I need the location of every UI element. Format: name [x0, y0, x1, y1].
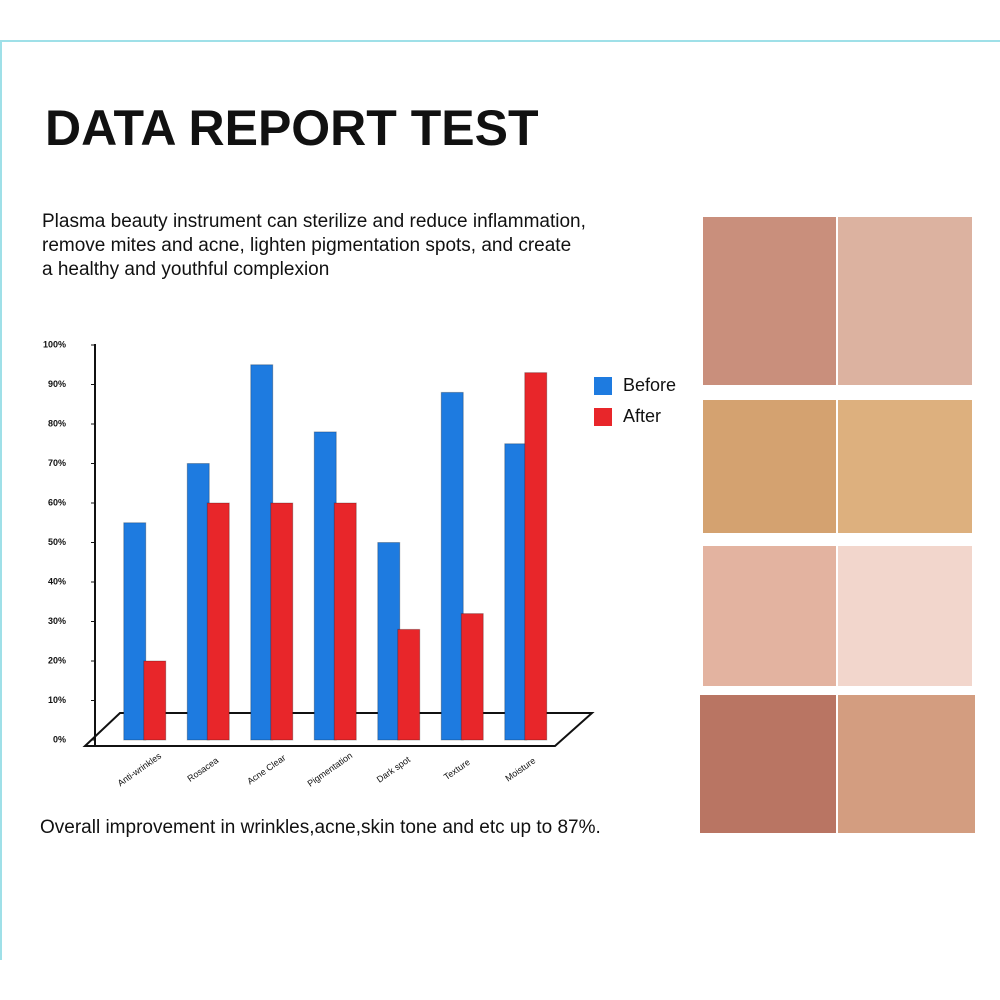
bar — [377, 542, 401, 741]
bar — [123, 522, 147, 741]
y-tick-label: 90% — [48, 379, 66, 389]
y-tick-label: 50% — [48, 537, 66, 547]
annotation: Overall improvement in wrinkles,acne,ski… — [40, 817, 601, 838]
y-tick-label: 100% — [43, 339, 66, 349]
y-tick-label: 60% — [48, 497, 66, 507]
bar — [143, 660, 167, 741]
bar — [397, 628, 421, 741]
bar — [250, 364, 274, 741]
y-tick-label: 40% — [48, 576, 66, 586]
legend-label: After — [623, 406, 661, 426]
subtitle-line: remove mites and acne, lighten pigmentat… — [42, 235, 571, 256]
legend-label: Before — [623, 375, 676, 395]
photo — [700, 695, 836, 833]
page-title: DATA REPORT TEST — [45, 100, 539, 156]
y-tick-label: 10% — [48, 695, 66, 705]
photo — [838, 217, 972, 385]
photos — [700, 217, 975, 833]
bar — [206, 502, 230, 741]
bar — [460, 613, 484, 741]
bar — [186, 463, 210, 741]
legend-swatch — [594, 408, 612, 426]
photo — [703, 217, 836, 385]
y-tick-label: 20% — [48, 655, 66, 665]
bar — [504, 443, 528, 741]
photo — [838, 400, 972, 533]
y-tick-label: 0% — [53, 734, 66, 744]
y-tick-label: 70% — [48, 458, 66, 468]
subtitle-line: a healthy and youthful complexion — [42, 259, 329, 280]
subtitle-line: Plasma beauty instrument can sterilize a… — [42, 211, 586, 232]
photo — [838, 695, 975, 833]
bar — [270, 502, 294, 741]
bar — [524, 372, 548, 741]
bar — [333, 502, 357, 741]
photo — [703, 546, 836, 686]
photo — [703, 400, 836, 533]
bar — [313, 431, 337, 741]
photo — [838, 546, 972, 686]
y-tick-label: 80% — [48, 418, 66, 428]
legend-swatch — [594, 377, 612, 395]
y-tick-label: 30% — [48, 616, 66, 626]
bar — [440, 391, 464, 741]
